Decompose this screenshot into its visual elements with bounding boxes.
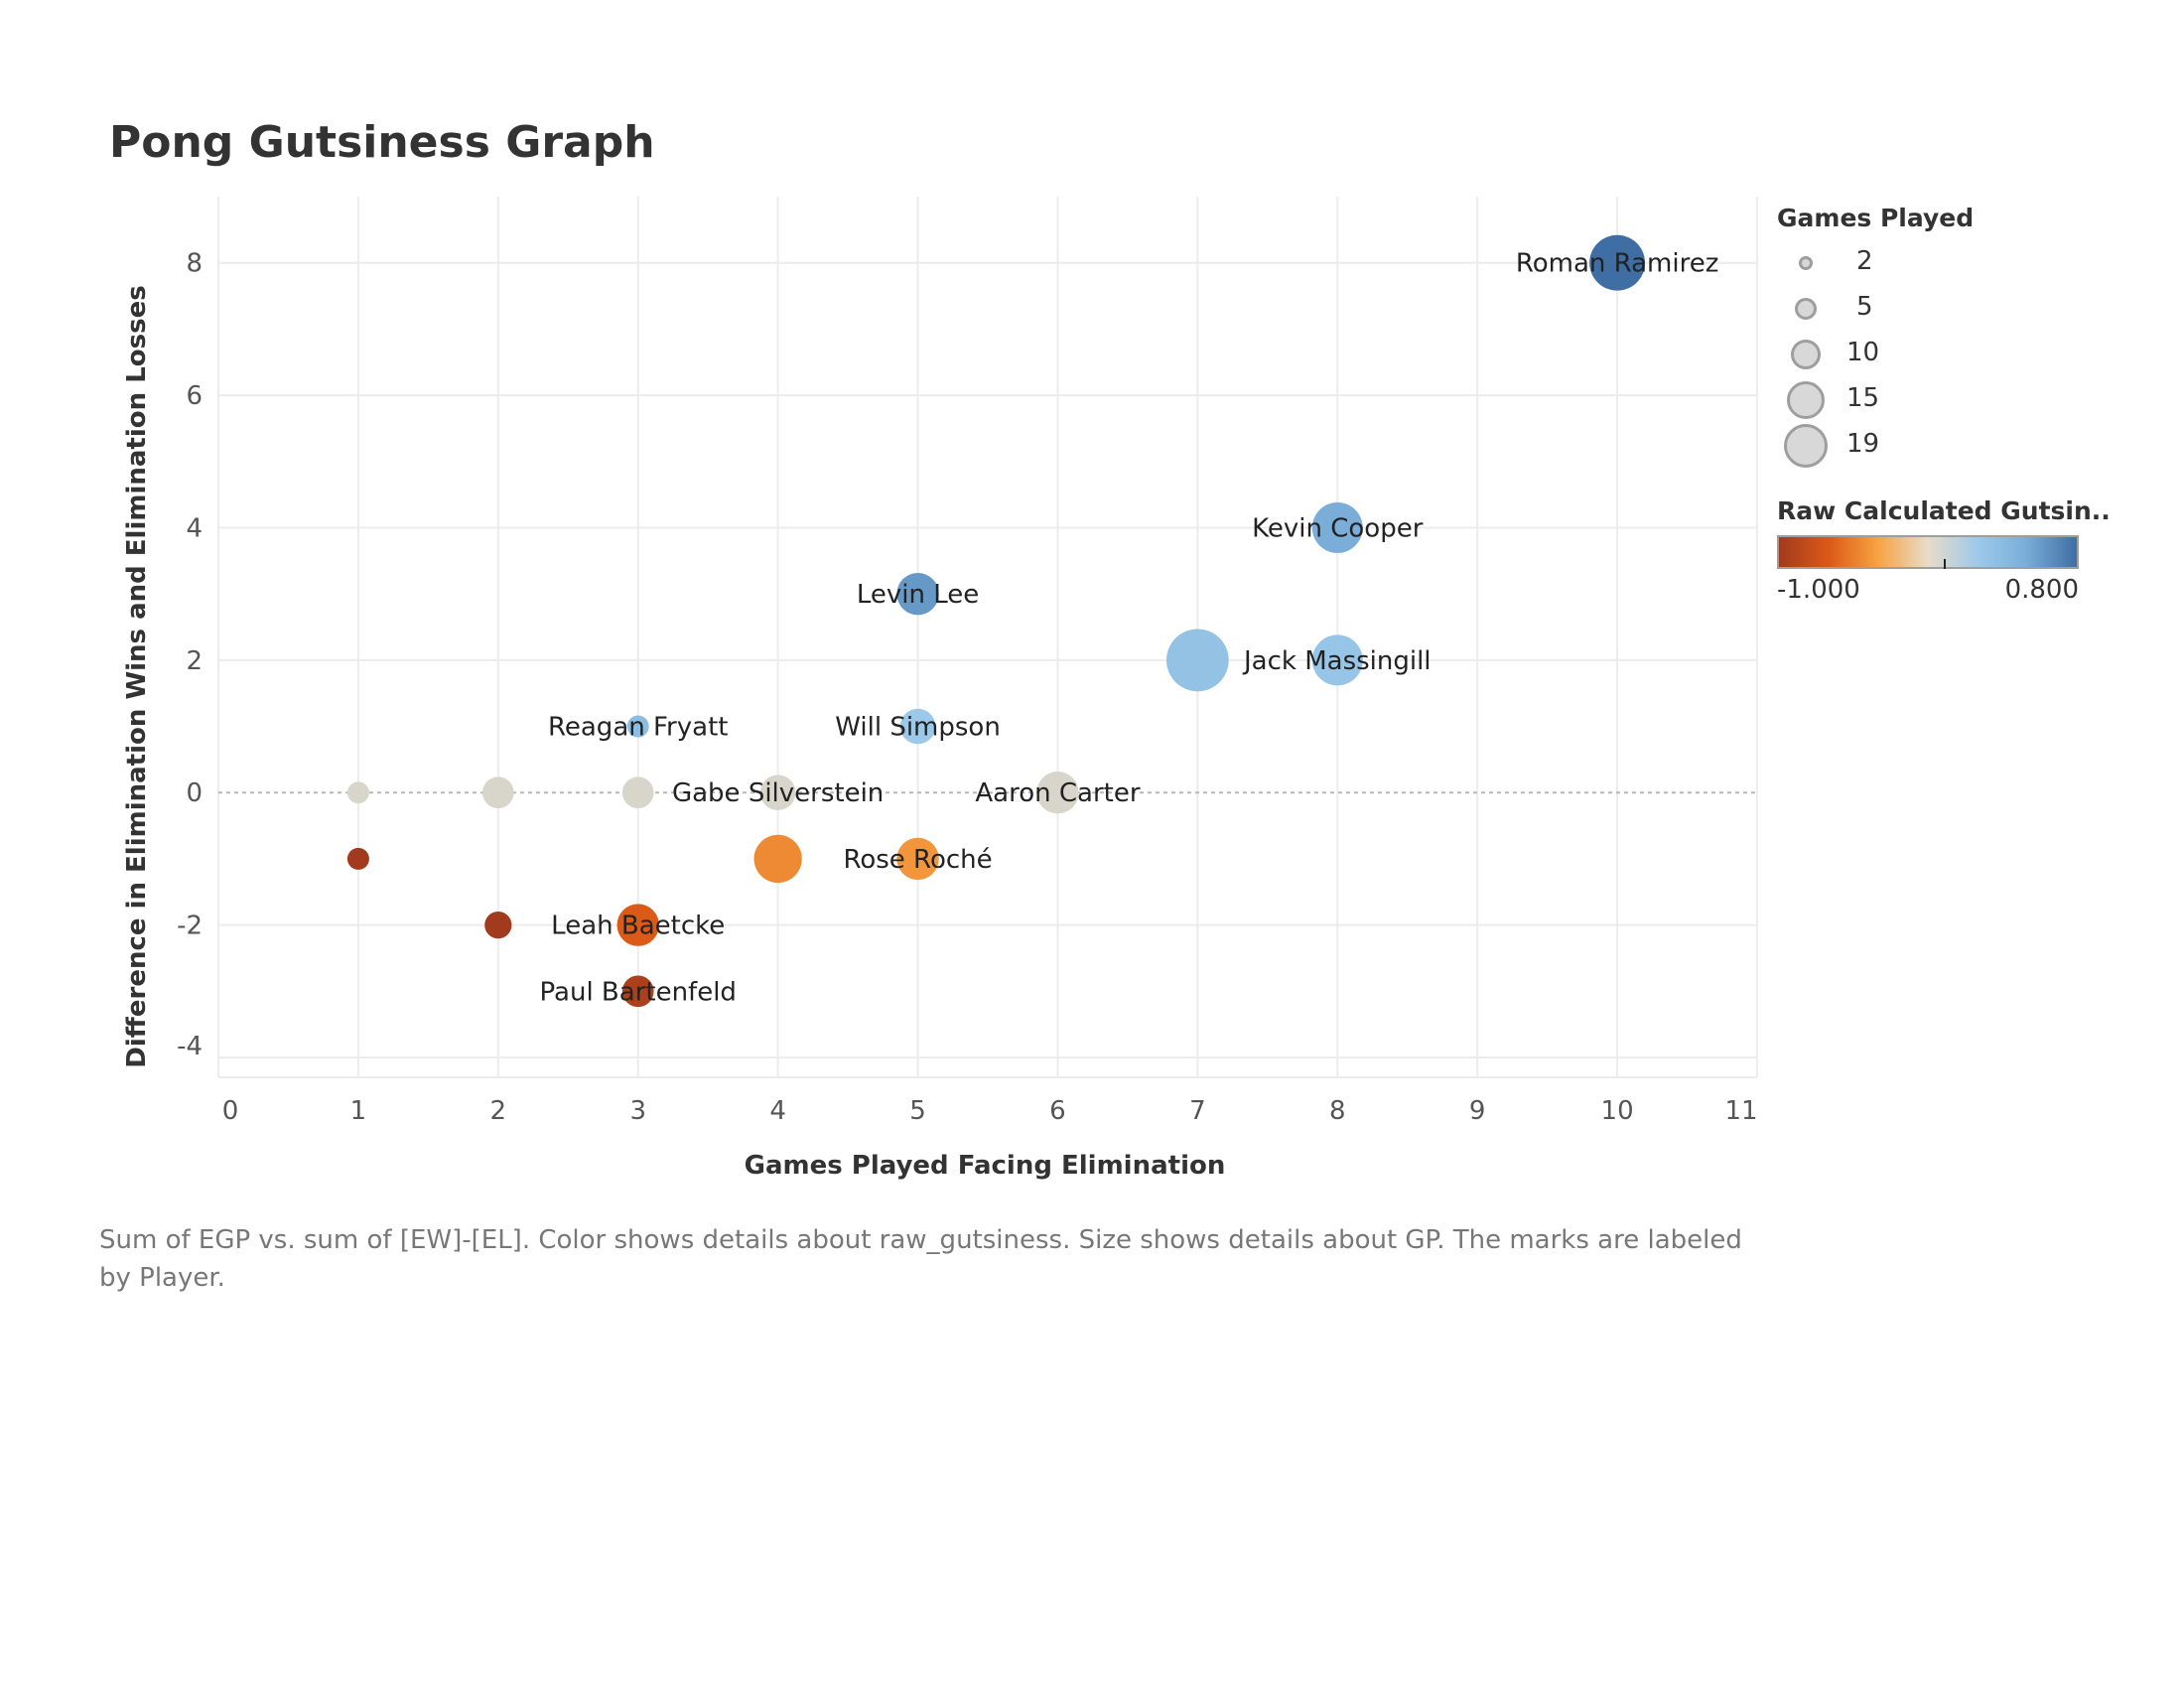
y-tick-label: 4	[186, 513, 203, 543]
color-ramp-labels: -1.000 0.800	[1777, 575, 2079, 611]
size-legend-label: 2	[1856, 246, 1873, 276]
y-tick-label: 6	[186, 381, 203, 411]
point-label: Levin Lee	[857, 580, 979, 610]
data-point[interactable]	[759, 774, 796, 811]
size-legend-item: 2	[1777, 240, 2105, 286]
point-label: Reagan Fryatt	[548, 713, 728, 743]
point-label: Will Simpson	[835, 713, 1001, 743]
size-legend-circle	[1784, 424, 1828, 468]
size-legend-circle	[1799, 256, 1813, 270]
color-ramp-marker	[1943, 559, 1946, 569]
x-axis-title: Games Played Facing Elimination	[745, 1151, 1226, 1181]
data-point[interactable]	[616, 904, 659, 946]
x-tick-label: 4	[769, 1096, 786, 1126]
x-tick-label: 11	[1724, 1096, 1757, 1126]
y-tick-label: 2	[186, 646, 203, 676]
data-point[interactable]	[346, 847, 369, 870]
data-point[interactable]	[621, 776, 654, 809]
data-point[interactable]	[1036, 772, 1079, 814]
size-legend: 2 5 10 15 19	[1777, 240, 2105, 469]
size-legend-item: 15	[1777, 377, 2105, 423]
x-tick-label: 9	[1469, 1096, 1486, 1126]
color-ramp	[1777, 535, 2079, 569]
x-tick-label: 6	[1049, 1096, 1066, 1126]
grid-lines	[217, 197, 1758, 1078]
y-tick-label: -4	[177, 1032, 203, 1061]
size-legend-label: 19	[1846, 429, 1880, 459]
x-tick-label: 7	[1189, 1096, 1206, 1126]
data-point[interactable]	[346, 781, 369, 804]
data-point[interactable]	[1311, 501, 1363, 553]
color-legend-title: Raw Calculated Gutsin..	[1777, 496, 2111, 525]
x-tick-label: 1	[350, 1096, 367, 1126]
point-label: Rose Roché	[843, 845, 992, 875]
point-label: Jack Massingill	[1242, 646, 1432, 676]
point-label: Roman Ramirez	[1516, 249, 1719, 279]
size-legend-item: 5	[1777, 286, 2105, 332]
point-label: Kevin Cooper	[1252, 513, 1424, 543]
chart-caption: Sum of EGP vs. sum of [EW]-[EL]. Color s…	[99, 1225, 1742, 1293]
data-points	[346, 234, 1646, 1008]
x-tick-label: 3	[629, 1096, 646, 1126]
size-legend-item: 19	[1777, 423, 2105, 469]
point-label: Leah Baetcke	[551, 912, 725, 941]
point-label: Aaron Carter	[975, 778, 1140, 808]
size-legend-item: 10	[1777, 332, 2105, 377]
size-legend-label: 10	[1846, 338, 1880, 367]
y-tick-label: 0	[186, 778, 203, 808]
size-legend-title: Games Played	[1777, 204, 1975, 232]
point-label: Paul Bartenfeld	[540, 977, 737, 1007]
x-tick-label: 10	[1601, 1096, 1634, 1126]
legend-panel: Games Played 2 5 10 15 19 Raw Calculated Gut…	[1777, 204, 2111, 611]
size-legend-label: 5	[1856, 292, 1873, 322]
color-min-label: -1.000	[1777, 575, 1860, 605]
data-point[interactable]	[896, 837, 939, 881]
data-point[interactable]	[1589, 234, 1646, 291]
data-point[interactable]	[484, 911, 512, 939]
point-label: Gabe Silverstein	[672, 778, 884, 808]
size-legend-circle	[1791, 340, 1821, 369]
data-point[interactable]	[1311, 634, 1363, 686]
data-point[interactable]	[896, 572, 939, 616]
point-labels: Roman Ramirez Kevin Cooper Levin Lee Jack M…	[540, 249, 1719, 1008]
color-max-label: 0.800	[2004, 575, 2079, 605]
data-point[interactable]	[899, 708, 936, 745]
data-point[interactable]	[481, 776, 514, 809]
chart-title: Pong Gutsiness Graph	[109, 117, 655, 168]
size-legend-circle	[1787, 381, 1825, 419]
data-point[interactable]	[621, 975, 654, 1008]
x-tick-label: 2	[490, 1096, 507, 1126]
y-tick-label: 8	[186, 249, 203, 279]
x-tick-label: 0	[222, 1096, 239, 1126]
data-point[interactable]	[1166, 629, 1229, 692]
axis-tick-labels: 0 1 2 3 4 5 6 7 8 9 10 11 -4 -2 0 2 4 6 8	[177, 249, 1757, 1126]
size-legend-circle	[1795, 298, 1817, 320]
x-tick-label: 5	[909, 1096, 926, 1126]
y-tick-label: -2	[177, 912, 203, 941]
data-point[interactable]	[753, 834, 802, 884]
y-axis-title: Difference in Elimination Wins and Elimi…	[122, 285, 152, 1067]
size-legend-label: 15	[1846, 383, 1880, 413]
x-tick-label: 8	[1329, 1096, 1346, 1126]
data-point[interactable]	[626, 715, 649, 738]
